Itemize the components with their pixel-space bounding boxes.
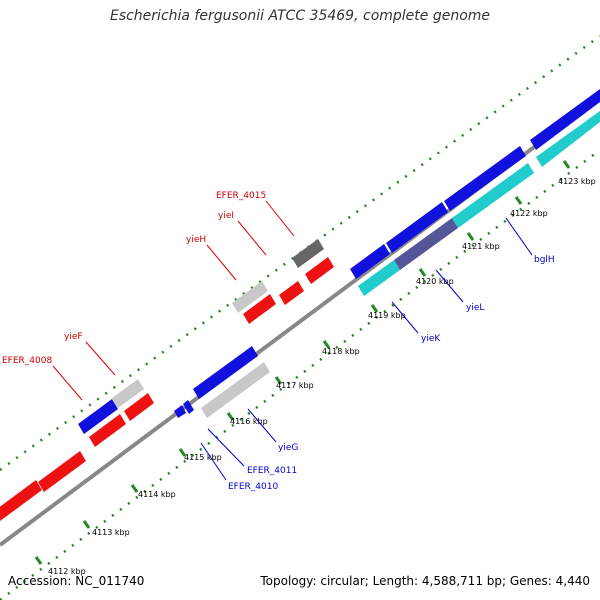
tick-label: 4114 kbp	[138, 490, 176, 499]
leader-line	[505, 217, 533, 256]
gene-arrow-fwd-2[interactable]	[38, 451, 86, 492]
topology-summary: Topology: circular; Length: 4,588,711 bp…	[260, 574, 590, 588]
leader-line	[52, 365, 83, 401]
tick-label: 4115 kbp	[184, 453, 222, 462]
tick-label: 4118 kbp	[322, 347, 360, 356]
gene-arrow-fwd-9[interactable]	[305, 257, 334, 284]
leader-line	[391, 301, 419, 334]
tick-mark	[130, 484, 139, 493]
tick-mark	[274, 376, 283, 385]
accession-label: Accession: NC_011740	[8, 574, 145, 588]
gene-arrow-rev-1[interactable]	[78, 399, 118, 434]
tick-mark	[466, 232, 475, 241]
gene-arrow-rev-10[interactable]	[358, 260, 400, 296]
gene-label-yieg[interactable]: yieG	[278, 443, 298, 453]
leader-line	[206, 244, 237, 281]
gene-arrow-rev-7[interactable]	[386, 202, 448, 253]
gene-arrow-rev-4[interactable]	[193, 346, 258, 399]
gene-arrow-fwd-10[interactable]	[292, 239, 324, 268]
leader-line	[85, 341, 116, 376]
leader-line	[435, 269, 464, 303]
gene-arrow-fwd-1[interactable]	[0, 480, 42, 524]
gene-arrow-rev-8[interactable]	[444, 146, 526, 211]
leader-line	[247, 408, 277, 443]
gene-label-yief[interactable]: yieF	[64, 332, 83, 342]
tick-label: 4120 kbp	[416, 277, 454, 286]
gene-label-efer-4008[interactable]: EFER_4008	[2, 356, 52, 366]
tick-mark	[418, 268, 427, 277]
gene-arrow-fwd-3[interactable]	[89, 414, 126, 447]
tick-label: 4119 kbp	[368, 311, 406, 320]
leader-line	[237, 220, 267, 256]
tick-label: 4113 kbp	[92, 528, 130, 537]
tick-mark	[514, 196, 523, 205]
gene-arrow-fwd-5[interactable]	[112, 379, 144, 408]
gene-arrow-rev-2[interactable]	[174, 405, 186, 418]
gene-arrow-rev-12[interactable]	[452, 163, 534, 228]
tick-label: 4117 kbp	[276, 381, 314, 390]
gene-label-yiei[interactable]: yieI	[218, 211, 234, 221]
scale-ticks	[34, 160, 571, 565]
reverse-gene-labels: EFER_4010 EFER_4011 yieG yieK yieL bglH	[200, 217, 555, 492]
gene-arrow-fwd-7[interactable]	[232, 281, 268, 313]
gene-arrow-rev-5[interactable]	[201, 362, 270, 418]
leader-line	[265, 200, 295, 237]
tick-label: 4112 kbp	[48, 567, 86, 576]
gene-arrow-rev-11[interactable]	[394, 218, 458, 270]
tick-mark	[562, 160, 571, 169]
tick-mark	[178, 448, 187, 457]
leader-line	[200, 442, 227, 481]
reverse-gene-track	[78, 89, 600, 434]
gene-label-bglh[interactable]: bglH	[534, 255, 555, 265]
tick-mark	[370, 304, 379, 313]
forward-gene-track	[0, 239, 334, 524]
tick-label: 4122 kbp	[510, 209, 548, 218]
tick-label: 4123 kbp	[558, 177, 596, 186]
tick-mark	[226, 412, 235, 421]
tick-label: 4116 kbp	[230, 417, 268, 426]
gene-arrow-fwd-6[interactable]	[243, 294, 276, 324]
forward-gene-labels: EFER_4008 yieF yieH yieI EFER_4015	[2, 191, 295, 401]
leader-line	[207, 428, 245, 467]
gene-label-yiek[interactable]: yieK	[421, 334, 441, 344]
scale-tick-labels: 4112 kbp 4113 kbp 4114 kbp 4115 kbp 4116…	[48, 177, 596, 576]
gene-label-efer-4010[interactable]: EFER_4010	[228, 482, 278, 492]
gene-label-efer-4011[interactable]: EFER_4011	[247, 466, 297, 476]
tick-mark	[82, 520, 91, 529]
gene-label-yieh[interactable]: yieH	[186, 235, 206, 245]
gene-arrow-rev-3[interactable]	[183, 400, 194, 414]
gene-arrow-rev-6[interactable]	[350, 244, 390, 279]
map-title: Escherichia fergusonii ATCC 35469, compl…	[109, 8, 491, 24]
gene-label-efer-4015[interactable]: EFER_4015	[216, 191, 266, 201]
tick-label: 4121 kbp	[462, 242, 500, 251]
gene-arrow-rev-13[interactable]	[536, 111, 600, 167]
gene-label-yiel[interactable]: yieL	[466, 303, 484, 313]
tick-mark	[322, 340, 331, 349]
gene-arrow-fwd-4[interactable]	[124, 393, 154, 421]
tick-mark	[34, 556, 43, 565]
gene-arrow-fwd-8[interactable]	[279, 281, 304, 305]
gene-arrow-rev-9[interactable]	[530, 89, 600, 150]
